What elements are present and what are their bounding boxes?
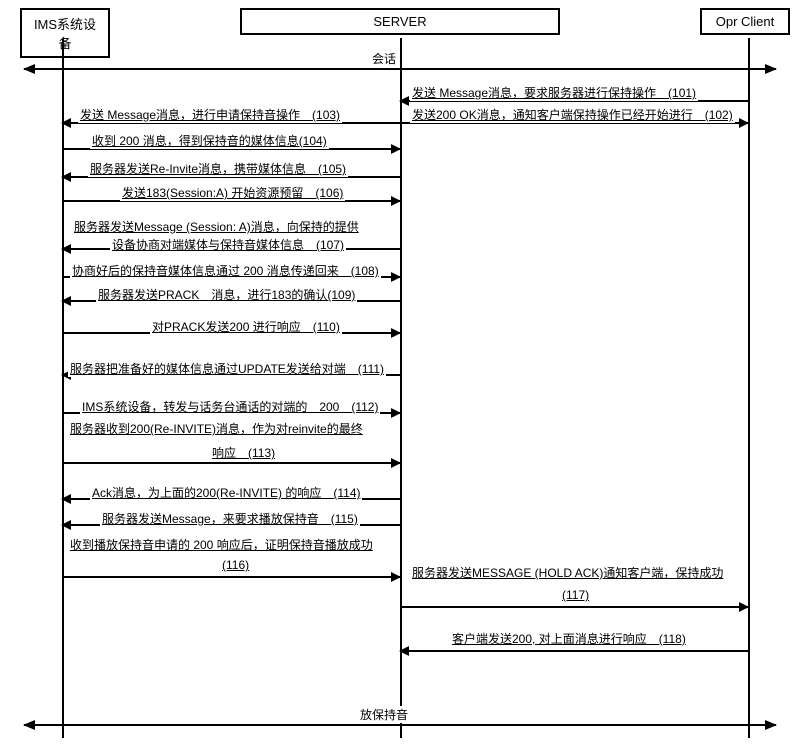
message-label: 设备协商对端媒体与保持音媒体信息 (107) [110, 236, 346, 253]
message-label: (116) [220, 558, 251, 572]
lifeline-client [748, 38, 750, 738]
participant-label: SERVER [373, 14, 426, 29]
message-label: 服务器发送PRACK 消息，进行183的确认(109) [96, 286, 357, 303]
participant-label: Opr Client [716, 14, 775, 29]
message-label: 服务器发送Re-Invite消息，携带媒体信息 (105) [88, 160, 348, 177]
message-label: 发送183(Session:A) 开始资源预留 (106) [120, 184, 345, 201]
message-arrow [62, 462, 400, 464]
participant-ims: IMS系统设备 [20, 8, 110, 58]
participant-server: SERVER [240, 8, 560, 35]
message-label: 客户端发送200, 对上面消息进行响应 (118) [450, 630, 688, 647]
message-arrow [400, 650, 748, 652]
message-label: 收到 200 消息，得到保持音的媒体信息(104) [90, 132, 329, 149]
message-label: IMS系统设备，转发与话务台通话的对端的 200 (112) [80, 398, 380, 415]
message-arrow [400, 606, 748, 608]
message-label: 服务器收到200(Re-INVITE)消息，作为对reinvite的最终 [68, 420, 365, 437]
bidir-span [24, 68, 776, 70]
message-label: 协商好后的保持音媒体信息通过 200 消息传递回来 (108) [70, 262, 381, 279]
lifeline-ims [62, 38, 64, 738]
message-label: (117) [560, 588, 591, 602]
message-label: 服务器把准备好的媒体信息通过UPDATE发送给对端 (111) [68, 360, 386, 377]
participant-client: Opr Client [700, 8, 790, 35]
message-label: 发送 Message消息，进行申请保持音操作 (103) [78, 106, 342, 123]
bidir-span [24, 724, 776, 726]
message-label: 服务器发送Message (Session: A)消息，向保持的提供 [72, 218, 361, 235]
message-label: 收到播放保持音申请的 200 响应后，证明保持音播放成功 [68, 536, 375, 553]
message-label: 发送200 OK消息，通知客户端保持操作已经开始进行 (102) [410, 106, 735, 123]
message-label: 对PRACK发送200 进行响应 (110) [150, 318, 342, 335]
message-label: 服务器发送MESSAGE (HOLD ACK)通知客户端，保持成功 [410, 564, 725, 581]
message-label: 发送 Message消息，要求服务器进行保持操作 (101) [410, 84, 698, 101]
message-arrow [62, 576, 400, 578]
lifeline-server [400, 38, 402, 738]
participant-label: IMS系统设备 [34, 17, 96, 51]
message-label: 服务器发送Message，来要求播放保持音 (115) [100, 510, 360, 527]
bidir-label: 会话 [370, 50, 398, 67]
message-label: 响应 (113) [210, 444, 277, 461]
bidir-label: 放保持音 [358, 706, 410, 723]
message-label: Ack消息，为上面的200(Re-INVITE) 的响应 (114) [90, 484, 362, 501]
